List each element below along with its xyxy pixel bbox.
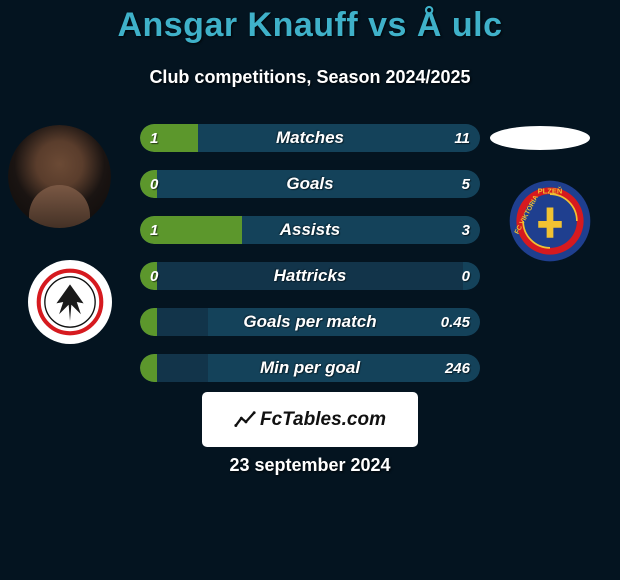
stat-value-left: 0 xyxy=(150,262,158,290)
player-left-photo xyxy=(8,125,111,228)
avatar-placeholder-icon xyxy=(8,125,111,228)
stat-label: Matches xyxy=(140,124,480,152)
stat-value-right: 3 xyxy=(462,216,470,244)
eagle-crest-icon xyxy=(36,268,104,336)
svg-text:PLZEŇ: PLZEŇ xyxy=(538,186,563,195)
stat-label: Goals xyxy=(140,170,480,198)
stat-value-left: 1 xyxy=(150,216,158,244)
stat-value-right: 11 xyxy=(454,124,470,152)
stat-row: Matches111 xyxy=(140,124,480,152)
chart-icon xyxy=(234,409,256,431)
stat-row: Hattricks0 0 xyxy=(140,262,480,290)
stat-label: Hattricks xyxy=(140,262,480,290)
stat-value-right: 5 xyxy=(462,170,470,198)
page-title: Ansgar Knauff vs Å ulc xyxy=(0,0,620,45)
brand-text: FcTables.com xyxy=(260,409,386,431)
stat-row: Min per goal246 xyxy=(140,354,480,382)
stat-value-right: 0.45 xyxy=(441,308,470,336)
stat-row: Goals0 5 xyxy=(140,170,480,198)
stat-value-right: 246 xyxy=(445,354,470,382)
stat-value-left: 1 xyxy=(150,124,158,152)
stat-value-right: 0 xyxy=(462,262,470,290)
stat-label: Assists xyxy=(140,216,480,244)
stat-label: Min per goal xyxy=(140,354,480,382)
club-left-badge xyxy=(28,260,112,344)
stat-row: Goals per match0.45 xyxy=(140,308,480,336)
page-subtitle: Club competitions, Season 2024/2025 xyxy=(0,67,620,88)
brand-badge: FcTables.com xyxy=(202,392,418,447)
player-right-placeholder xyxy=(490,126,590,150)
date-label: 23 september 2024 xyxy=(0,455,620,476)
club-right-badge: PLZEŇ FC VIKTORIA xyxy=(508,179,592,263)
stat-value-left: 0 xyxy=(150,170,158,198)
stat-row: Assists1 3 xyxy=(140,216,480,244)
viktoria-crest-icon: PLZEŇ FC VIKTORIA xyxy=(508,179,592,263)
stat-label: Goals per match xyxy=(140,308,480,336)
stats-container: Matches111Goals05Assists13Hattricks00Goa… xyxy=(140,124,480,400)
